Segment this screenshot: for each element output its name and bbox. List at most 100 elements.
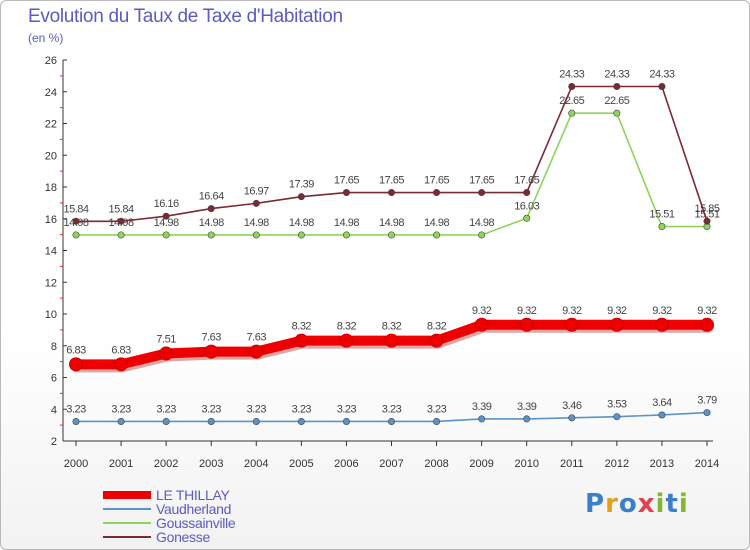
- data-point-goussainville: [433, 231, 441, 239]
- legend: LE THILLAY Vaudherland Goussainville Goness…: [103, 487, 236, 544]
- data-point-gonesse: [658, 83, 666, 91]
- logo-letter: P: [585, 489, 606, 519]
- legend-label-le-thillay: LE THILLAY: [156, 487, 230, 503]
- data-point-gonesse: [162, 212, 170, 220]
- y-tick-label: 24: [45, 87, 57, 99]
- x-tick-label: 2013: [650, 458, 674, 470]
- data-label-goussainville: 16.03: [514, 200, 539, 212]
- data-label-vaudherland: 3.23: [66, 403, 86, 415]
- legend-label-goussainville: Goussainville: [156, 515, 236, 531]
- data-label-gonesse: 17.65: [334, 175, 359, 187]
- data-label-gonesse: 24.33: [649, 69, 674, 81]
- data-label-le-thillay: 7.63: [247, 332, 267, 344]
- legend-swatch-goussainville: [103, 522, 151, 524]
- data-label-goussainville: 15.51: [649, 209, 674, 221]
- data-point-le-thillay: [474, 317, 489, 332]
- data-point-vaudherland: [658, 411, 666, 419]
- legend-item-gonesse: Gonesse: [103, 530, 235, 544]
- data-point-goussainville: [72, 231, 80, 239]
- data-label-le-thillay: 8.32: [427, 321, 447, 333]
- data-point-goussainville: [297, 231, 305, 239]
- data-point-vaudherland: [478, 415, 486, 423]
- data-label-vaudherland: 3.23: [247, 403, 267, 415]
- x-tick-label: 2006: [334, 458, 358, 470]
- x-tick-label: 2011: [560, 458, 584, 470]
- legend-label-vaudherland: Vaudherland: [156, 501, 232, 517]
- data-label-goussainville: 14.98: [334, 217, 359, 229]
- data-point-vaudherland: [342, 417, 350, 425]
- y-tick-label: 18: [45, 182, 57, 194]
- data-point-gonesse: [568, 83, 576, 91]
- legend-label-gonesse: Gonesse: [156, 529, 210, 545]
- data-label-goussainville: 14.98: [379, 217, 404, 229]
- data-point-le-thillay: [429, 333, 444, 348]
- data-label-le-thillay: 9.32: [607, 305, 627, 317]
- data-point-le-thillay: [700, 317, 714, 332]
- data-label-le-thillay: 9.32: [517, 305, 537, 317]
- y-tick-label: 26: [45, 55, 57, 67]
- data-point-gonesse: [387, 189, 395, 197]
- data-point-goussainville: [342, 231, 350, 239]
- logo-letter: t: [665, 489, 679, 519]
- logo-letter: i: [678, 489, 689, 519]
- data-point-vaudherland: [568, 414, 576, 422]
- data-point-vaudherland: [523, 415, 531, 423]
- y-tick-label: 8: [51, 341, 57, 353]
- data-label-gonesse: 24.33: [604, 69, 629, 81]
- data-point-vaudherland: [703, 409, 711, 417]
- data-label-goussainville: 14.98: [424, 217, 449, 229]
- data-label-goussainville: 14.98: [154, 217, 179, 229]
- data-label-gonesse: 24.33: [559, 69, 584, 81]
- data-point-gonesse: [703, 217, 711, 225]
- x-tick-label: 2010: [514, 458, 538, 470]
- unit-label: (en %): [28, 31, 64, 45]
- data-label-le-thillay: 6.83: [66, 344, 86, 356]
- legend-swatch-gonesse: [103, 536, 151, 538]
- data-label-vaudherland: 3.79: [697, 395, 717, 407]
- data-label-gonesse: 17.65: [379, 175, 404, 187]
- data-point-gonesse: [342, 189, 350, 197]
- x-tick-label: 2014: [695, 458, 719, 470]
- x-tick-label: 2007: [379, 458, 403, 470]
- x-tick-label: 2012: [605, 458, 629, 470]
- data-label-vaudherland: 3.64: [652, 397, 672, 409]
- y-tick-label: 22: [45, 119, 57, 131]
- data-label-vaudherland: 3.53: [607, 399, 627, 411]
- data-label-le-thillay: 9.32: [472, 305, 492, 317]
- data-label-gonesse: 16.97: [244, 185, 269, 197]
- data-point-goussainville: [117, 231, 125, 239]
- data-point-le-thillay: [249, 344, 264, 359]
- data-point-vaudherland: [297, 417, 305, 425]
- data-point-goussainville: [523, 214, 531, 222]
- data-point-le-thillay: [294, 333, 309, 348]
- logo-letter: x: [637, 489, 656, 519]
- data-label-gonesse: 15.84: [63, 203, 88, 215]
- data-point-vaudherland: [72, 417, 80, 425]
- data-point-le-thillay: [69, 357, 83, 372]
- data-label-vaudherland: 3.23: [111, 403, 131, 415]
- y-tick-label: 20: [45, 150, 57, 162]
- data-label-goussainville: 15.51: [694, 209, 719, 221]
- data-point-gonesse: [72, 217, 80, 225]
- data-point-le-thillay: [384, 333, 399, 348]
- y-tick-label: 14: [45, 246, 57, 258]
- data-label-le-thillay: 7.63: [202, 332, 222, 344]
- data-label-vaudherland: 3.23: [427, 403, 447, 415]
- data-label-vaudherland: 3.23: [292, 403, 312, 415]
- logo-letter: r: [605, 489, 619, 519]
- data-label-vaudherland: 3.39: [517, 401, 537, 413]
- data-label-gonesse: 16.64: [199, 191, 224, 203]
- data-point-gonesse: [523, 189, 531, 197]
- legend-item-goussainville: Goussainville: [103, 515, 236, 531]
- data-point-goussainville: [387, 231, 395, 239]
- data-label-gonesse: 17.65: [469, 175, 494, 187]
- data-point-le-thillay: [519, 317, 534, 332]
- data-point-goussainville: [207, 231, 215, 239]
- data-label-le-thillay: 7.51: [156, 334, 176, 346]
- data-label-le-thillay: 9.32: [652, 305, 672, 317]
- x-tick-label: 2004: [244, 458, 268, 470]
- x-tick-label: 2003: [199, 458, 223, 470]
- data-label-goussainville: 14.98: [289, 217, 314, 229]
- proxiti-logo: Proxiti: [585, 489, 689, 519]
